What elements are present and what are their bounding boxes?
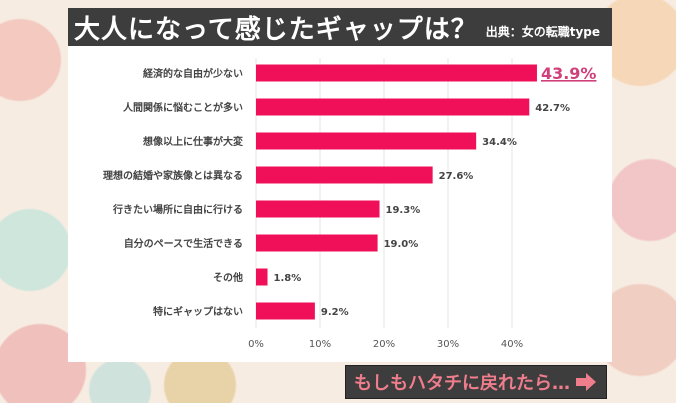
x-tick-label: 40% [501, 339, 523, 350]
category-label: 特にギャップはない [153, 305, 243, 318]
bar [256, 166, 433, 184]
next-topic-banner: もしもハタチに戻れたら… [345, 365, 607, 399]
x-tick-label: 0% [248, 339, 264, 350]
data-label: 34.4% [482, 137, 517, 148]
category-label: 理想の結婚や家族像とは異なる [103, 169, 243, 182]
x-tick-label: 30% [437, 339, 459, 350]
category-label: 行きたい場所に自由に行ける [112, 203, 243, 216]
source-label: 出典：女の転職type [485, 24, 600, 39]
chart-title: 大人になって感じたギャップは？ [74, 14, 478, 45]
data-label: 42.7% [535, 103, 570, 114]
banner-text: もしもハタチに戻れたら… [354, 373, 570, 394]
title-bar: 大人になって感じたギャップは？ 出典：女の転職type [68, 8, 612, 46]
x-tick-label: 20% [373, 339, 395, 350]
category-label: 経済的な自由が少ない [143, 67, 243, 80]
bar [256, 234, 378, 252]
data-label: 9.2% [321, 307, 349, 318]
category-label: 自分のペースで生活できる [124, 237, 243, 250]
category-label: 人間関係に悩むことが多い [123, 101, 243, 114]
right-arrow-icon [576, 373, 596, 391]
data-label: 19.0% [384, 239, 419, 250]
bar [256, 268, 268, 286]
x-tick-label: 10% [309, 339, 331, 350]
data-label: 43.9% [541, 64, 597, 83]
bar [256, 98, 530, 116]
bar [256, 132, 477, 150]
category-label: 想像以上に仕事が大変 [142, 135, 244, 148]
bar [256, 200, 380, 218]
bar [256, 64, 537, 82]
bar [256, 302, 315, 320]
data-label: 1.8% [274, 273, 302, 284]
data-label: 19.3% [386, 205, 421, 216]
category-label: その他 [213, 271, 243, 284]
data-label: 27.6% [439, 171, 474, 182]
